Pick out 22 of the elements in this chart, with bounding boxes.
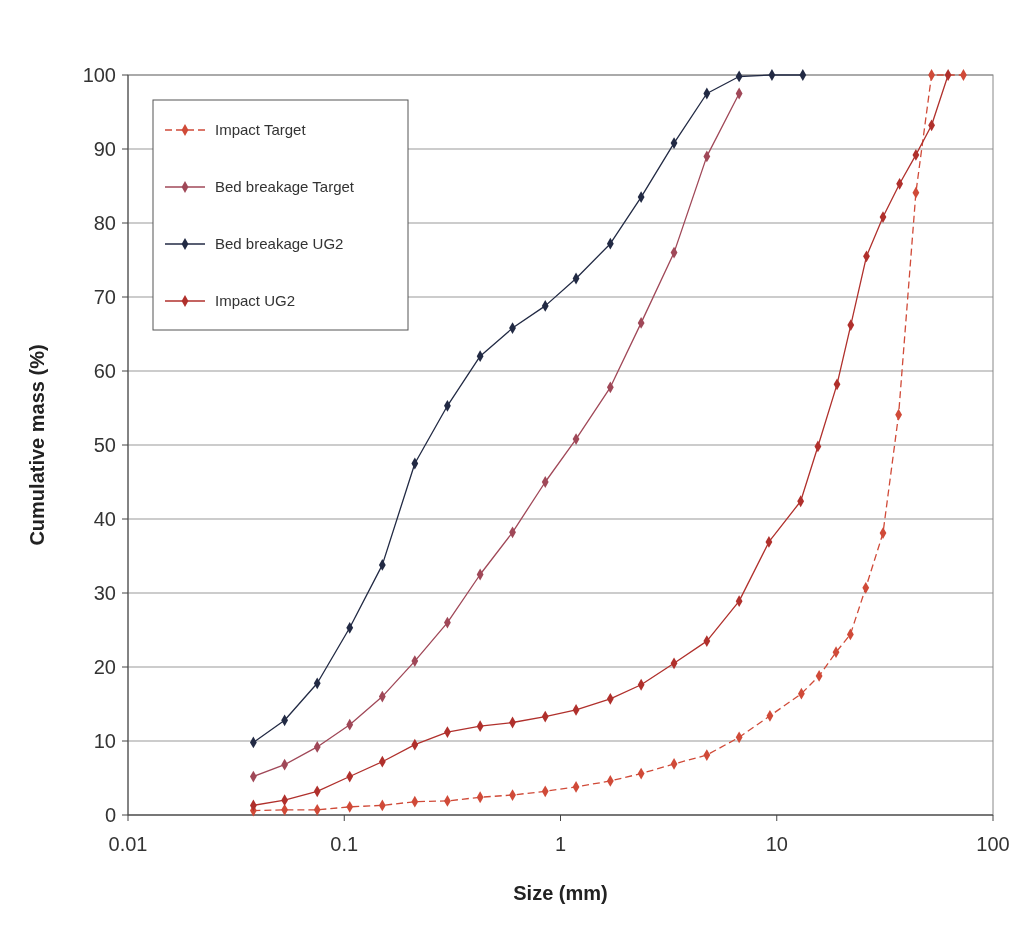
legend-label: Impact Target [215, 121, 307, 139]
y-tick-label: 20 [93, 656, 116, 678]
y-axis-title: Cumulative mass (%) [26, 344, 48, 546]
x-tick-label: 1 [554, 833, 567, 855]
x-tick-label: 0.01 [108, 833, 148, 855]
y-tick-label: 30 [93, 582, 116, 604]
y-tick-label: 60 [93, 360, 116, 382]
x-tick-label: 100 [976, 833, 1010, 855]
legend-label: Impact UG2 [215, 292, 296, 310]
y-tick-label: 90 [93, 138, 116, 160]
legend-label: Bed breakage Target [215, 178, 355, 196]
y-tick-label: 100 [82, 64, 116, 86]
y-tick-label: 70 [93, 286, 116, 308]
y-tick-label: 80 [93, 212, 116, 234]
y-tick-label: 50 [93, 434, 116, 456]
x-axis-title: Size (mm) [513, 882, 608, 904]
y-tick-label: 40 [93, 508, 116, 530]
x-tick-label: 10 [765, 833, 788, 855]
legend-label: Bed breakage UG2 [215, 235, 344, 253]
x-tick-label: 0.1 [330, 833, 359, 855]
y-tick-label: 10 [93, 730, 116, 752]
y-tick-label: 0 [104, 804, 116, 826]
